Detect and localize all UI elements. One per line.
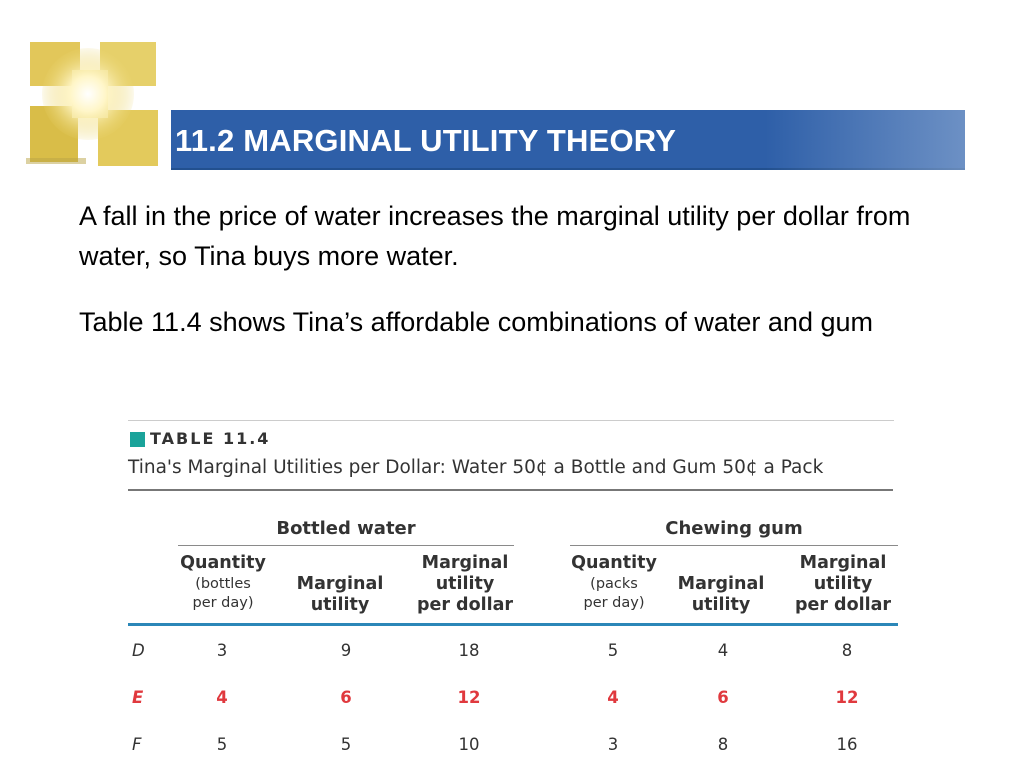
group-header-gum: Chewing gum [665, 518, 803, 539]
col-header-water-quantity: Quantity (bottles per day) [173, 553, 273, 612]
row-label: F [132, 735, 142, 754]
col-header-line: utility [435, 574, 495, 594]
col-header-water-mu-per-dollar: Marginal utility per dollar [410, 553, 520, 616]
col-header-line: per dollar [794, 595, 892, 615]
table-top-rule [128, 420, 894, 421]
table-caption: Tina's Marginal Utilities per Dollar: Wa… [128, 457, 824, 478]
col-header-gum-quantity: Quantity (packs per day) [564, 553, 664, 612]
col-header-line: Marginal [677, 574, 765, 594]
table-cell: 8 [841, 641, 853, 660]
col-header-line: utility [813, 574, 873, 594]
table-cell: 9 [340, 641, 352, 660]
col-header-line: (bottles [195, 576, 251, 592]
col-header-water-marginal-utility: Marginal utility [290, 574, 390, 616]
col-header-line: utility [310, 595, 370, 615]
table-cell: 8 [717, 735, 729, 754]
title-bar-shade [765, 110, 965, 170]
caption-rule [128, 489, 893, 491]
col-header-line: Marginal [421, 553, 509, 573]
table-cell: 6 [717, 688, 729, 707]
table-cell: 12 [835, 688, 859, 707]
col-header-line: per dollar [416, 595, 514, 615]
table-cell: 6 [340, 688, 352, 707]
group-rule-gum [570, 545, 898, 546]
table-tag-square-icon [130, 432, 145, 447]
row-label: D [132, 641, 145, 660]
col-header-line: Marginal [296, 574, 384, 594]
table-cell: 16 [836, 735, 858, 754]
table-cell: 3 [216, 641, 228, 660]
table-cell: 4 [216, 688, 228, 707]
row-label: E [132, 688, 144, 707]
col-header-line: per day) [192, 595, 254, 611]
header-rule [128, 623, 898, 626]
table-cell: 4 [607, 688, 619, 707]
table-row-highlighted: E 4 6 12 4 6 12 [128, 688, 898, 712]
col-header-line: Marginal [799, 553, 887, 573]
table-cell: 5 [607, 641, 619, 660]
col-header-gum-mu-per-dollar: Marginal utility per dollar [788, 553, 898, 616]
table-tag: TABLE 11.4 [150, 429, 271, 448]
col-header-line: per day) [583, 595, 645, 611]
group-rule-water [178, 545, 514, 546]
body-paragraph-2: Table 11.4 shows Tina’s affordable combi… [79, 307, 873, 337]
table-cell: 5 [340, 735, 352, 754]
table-cell: 10 [458, 735, 480, 754]
table-cell: 5 [216, 735, 228, 754]
utility-table: TABLE 11.4 Tina's Marginal Utilities per… [128, 420, 898, 768]
col-header-line: (packs [590, 576, 638, 592]
col-header-line: Quantity [180, 553, 266, 573]
table-cell: 18 [458, 641, 480, 660]
table-cell: 3 [607, 735, 619, 754]
col-header-line: Quantity [571, 553, 657, 573]
col-header-gum-marginal-utility: Marginal utility [671, 574, 771, 616]
logo-icon [26, 42, 158, 166]
body-paragraph-1: A fall in the price of water increases t… [79, 201, 911, 271]
group-header-water: Bottled water [276, 518, 416, 539]
slide-title: 11.2 MARGINAL UTILITY THEORY [175, 123, 677, 158]
table-cell: 12 [457, 688, 481, 707]
table-row: D 3 9 18 5 4 8 [128, 641, 898, 665]
title-bar: 11.2 MARGINAL UTILITY THEORY [171, 110, 965, 170]
col-header-line: utility [691, 595, 751, 615]
table-row: F 5 5 10 3 8 16 [128, 735, 898, 759]
table-cell: 4 [717, 641, 729, 660]
